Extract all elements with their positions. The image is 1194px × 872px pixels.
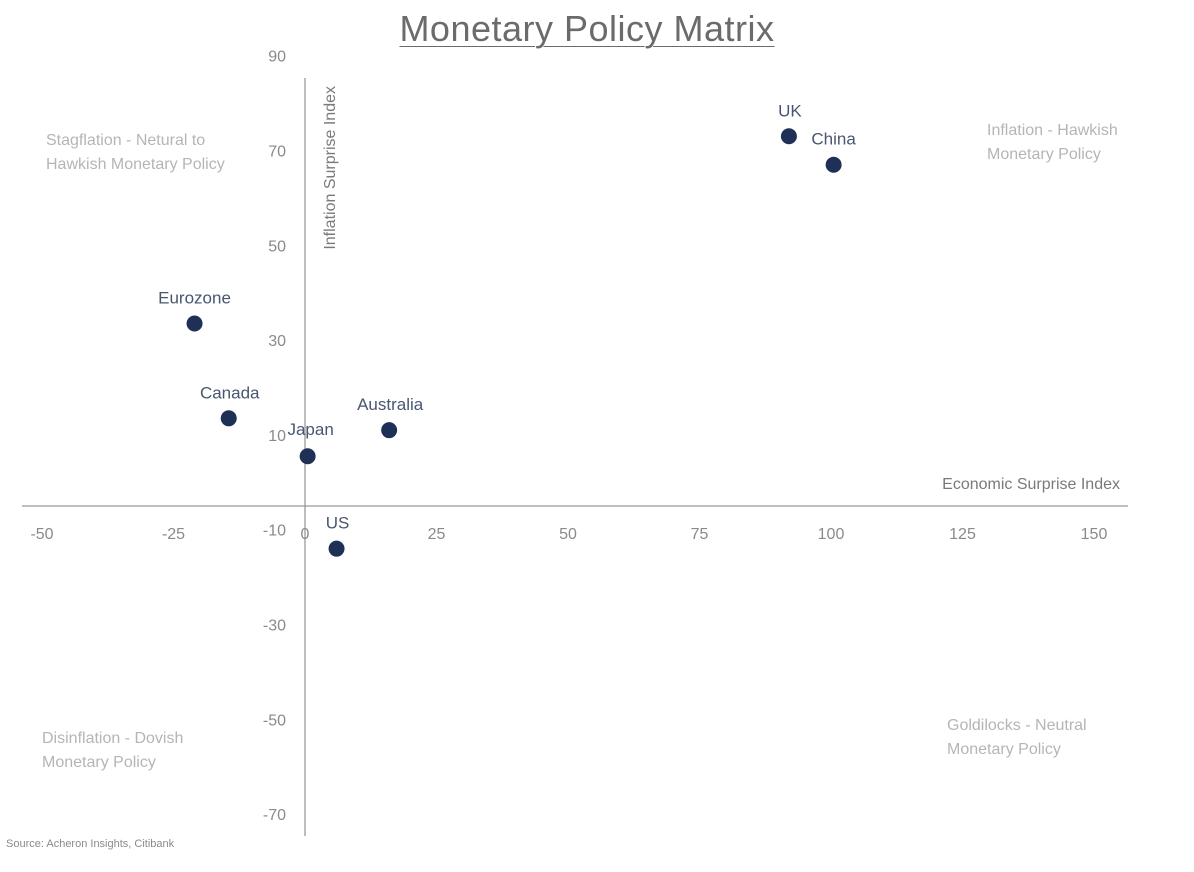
data-point-australia xyxy=(381,422,398,439)
quadrant-label-top-left: Stagflation - Netural to Hawkish Monetar… xyxy=(46,132,225,173)
data-points: UK China Eurozone Canada Australia Japan US xyxy=(158,101,856,557)
x-tick-label: 50 xyxy=(559,526,577,543)
x-tick-label: 0 xyxy=(301,526,310,543)
data-label-australia: Australia xyxy=(357,395,424,414)
quadrant-label-bottom-left: Disinflation - Dovish Monetary Policy xyxy=(42,730,184,771)
data-point-eurozone xyxy=(186,315,203,332)
data-label-china: China xyxy=(811,130,856,149)
y-tick-label: -10 xyxy=(263,523,286,540)
y-tick-label: -50 xyxy=(263,712,286,729)
y-tick-label: 30 xyxy=(268,333,286,350)
data-label-uk: UK xyxy=(778,101,802,120)
data-label-japan: Japan xyxy=(287,420,333,439)
y-axis-title: Inflation Surprise Index xyxy=(322,86,339,250)
data-label-us: US xyxy=(326,514,350,533)
x-axis-title: Economic Surprise Index xyxy=(942,476,1120,493)
x-tick-labels: -50 -25 0 25 50 75 100 125 150 xyxy=(30,526,1107,543)
data-point-canada xyxy=(220,410,237,427)
y-tick-labels: 90 70 50 30 10 -10 -30 -50 -70 xyxy=(263,49,286,824)
x-tick-label: -50 xyxy=(30,526,53,543)
x-tick-label: 25 xyxy=(428,526,446,543)
chart-title: Monetary Policy Matrix xyxy=(399,8,775,49)
quadrant-label-bottom-right: Goldilocks - Neutral Monetary Policy xyxy=(947,717,1087,758)
quadrant-label-top-right: Inflation - Hawkish Monetary Policy xyxy=(987,122,1118,163)
y-tick-label: 70 xyxy=(268,144,286,161)
y-tick-label: 10 xyxy=(268,428,286,445)
data-label-canada: Canada xyxy=(200,383,260,402)
x-tick-label: 100 xyxy=(818,526,845,543)
y-tick-label: -70 xyxy=(263,807,286,824)
data-label-eurozone: Eurozone xyxy=(158,289,231,308)
data-point-china xyxy=(825,156,842,173)
data-point-japan xyxy=(299,448,316,465)
x-tick-label: 75 xyxy=(691,526,709,543)
data-point-uk xyxy=(780,128,797,145)
x-tick-label: -25 xyxy=(162,526,185,543)
data-point-us xyxy=(328,540,345,557)
x-tick-label: 125 xyxy=(949,526,976,543)
source-note: Source: Acheron Insights, Citibank xyxy=(6,838,175,850)
y-tick-label: 90 xyxy=(268,49,286,66)
y-tick-label: -30 xyxy=(263,618,286,635)
x-tick-label: 150 xyxy=(1081,526,1108,543)
y-tick-label: 50 xyxy=(268,238,286,255)
